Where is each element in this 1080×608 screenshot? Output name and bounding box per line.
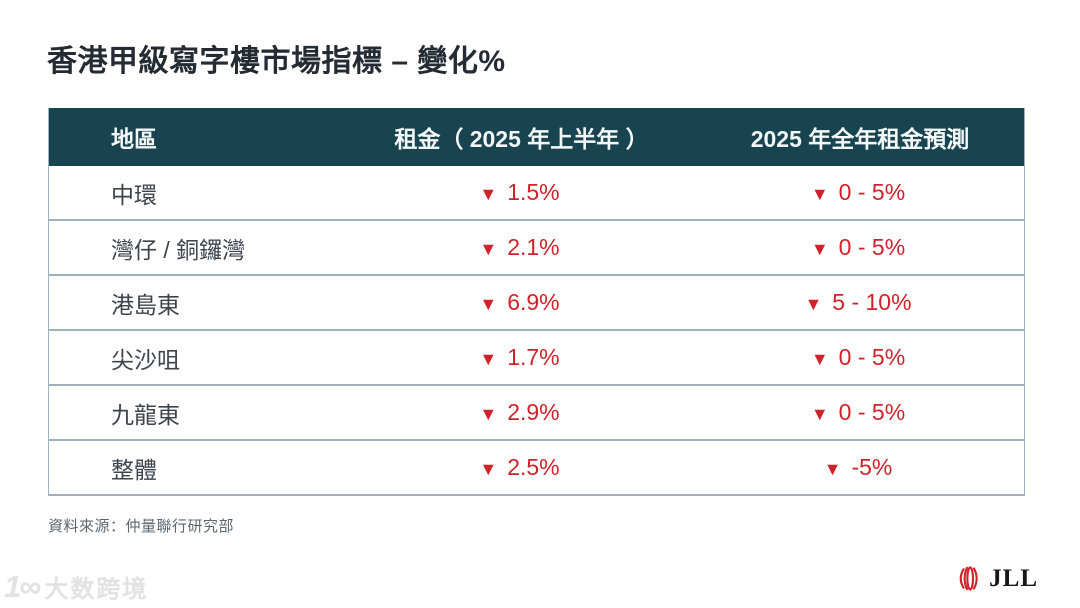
rent-change-value: 1.7% [507,344,560,370]
down-triangle-icon: ▼ [810,238,829,259]
down-triangle-icon: ▼ [810,183,829,204]
down-triangle-icon: ▼ [479,183,498,204]
forecast-value: 0 - 5% [838,399,906,425]
watermark-logo-icon: 1∞ [4,569,41,604]
rent-change-cell: ▼ 2.9% [347,399,692,426]
table-row: 中環 ▼ 1.5% ▼ 0 - 5% [49,166,1024,221]
jll-logo: JLL [955,565,1038,592]
table-row: 灣仔 / 銅鑼灣 ▼ 2.1% ▼ 0 - 5% [49,221,1024,276]
table-row: 港島東 ▼ 6.9% ▼ 5 - 10% [49,276,1024,331]
rent-change-value: 6.9% [507,289,560,315]
rent-change-cell: ▼ 2.1% [347,234,692,261]
watermark-label: 大数跨境 [44,576,149,603]
jll-halo-icon [959,566,978,591]
down-triangle-icon: ▼ [823,458,842,479]
forecast-value: 5 - 10% [832,289,912,315]
region-cell: 整體 [111,456,157,483]
rent-change-cell: ▼ 1.7% [347,344,692,371]
rent-change-value: 2.1% [507,234,560,260]
down-triangle-icon: ▼ [479,403,498,424]
watermark: 1∞ 大数跨境 [4,569,148,604]
rent-change-value: 2.5% [507,454,560,480]
down-triangle-icon: ▼ [810,348,829,369]
rent-change-cell: ▼ 1.5% [347,179,692,206]
rent-change-value: 2.9% [507,399,560,425]
page-title: 香港甲級寫字樓市場指標 – 變化% [47,45,506,78]
forecast-cell: ▼ 0 - 5% [692,234,1024,261]
table-row: 尖沙咀 ▼ 1.7% ▼ 0 - 5% [49,331,1024,386]
source-note: 資料來源：仲量聯行研究部 [48,518,235,535]
forecast-value: 0 - 5% [838,179,906,205]
column-header-rent-h1: 租金（ 2025 年上半年 ） [394,126,649,152]
rent-change-cell: ▼ 2.5% [347,454,692,481]
market-indicators-table: 地區 租金（ 2025 年上半年 ） 2025 年全年租金預測 中環 ▼ 1.5… [48,108,1025,496]
table-row: 九龍東 ▼ 2.9% ▼ 0 - 5% [49,386,1024,441]
column-header-forecast: 2025 年全年租金預測 [750,126,970,152]
region-cell: 尖沙咀 [111,346,180,373]
rent-change-cell: ▼ 6.9% [347,289,692,316]
down-triangle-icon: ▼ [479,293,498,314]
table-header-row: 地區 租金（ 2025 年上半年 ） 2025 年全年租金預測 [49,108,1024,166]
column-header-region: 地區 [111,126,157,152]
forecast-cell: ▼ 0 - 5% [692,344,1024,371]
down-triangle-icon: ▼ [479,348,498,369]
forecast-cell: ▼ -5% [692,454,1024,481]
down-triangle-icon: ▼ [810,403,829,424]
region-cell: 九龍東 [111,401,180,428]
rent-change-value: 1.5% [507,179,560,205]
forecast-cell: ▼ 5 - 10% [692,289,1024,316]
forecast-value: -5% [851,454,893,480]
forecast-value: 0 - 5% [838,344,906,370]
table-row: 整體 ▼ 2.5% ▼ -5% [49,441,1024,496]
region-cell: 灣仔 / 銅鑼灣 [111,236,246,263]
down-triangle-icon: ▼ [804,293,823,314]
region-cell: 港島東 [111,291,180,318]
down-triangle-icon: ▼ [479,458,498,479]
forecast-value: 0 - 5% [838,234,906,260]
region-cell: 中環 [111,181,157,208]
forecast-cell: ▼ 0 - 5% [692,399,1024,426]
down-triangle-icon: ▼ [479,238,498,259]
jll-logo-text: JLL [989,565,1038,592]
forecast-cell: ▼ 0 - 5% [692,179,1024,206]
